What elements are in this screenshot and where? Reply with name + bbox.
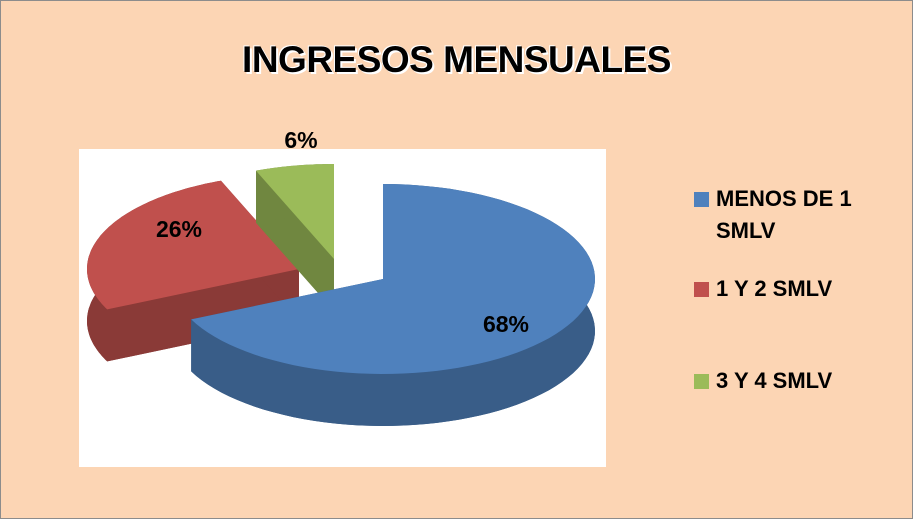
- chart-title: INGRESOS MENSUALES: [242, 39, 671, 80]
- data-label: 6%: [284, 127, 317, 153]
- legend-swatch: [694, 374, 709, 389]
- slice: [256, 164, 334, 259]
- legend-item: MENOS DE 1 SMLV: [694, 183, 904, 247]
- legend-label: 3 Y 4 SMLV: [716, 368, 833, 393]
- legend-label: 1 Y 2 SMLV: [716, 276, 833, 301]
- legend-item: 3 Y 4 SMLV: [694, 365, 904, 397]
- legend-swatch: [694, 192, 709, 207]
- data-label: 68%: [483, 311, 529, 337]
- slice-side: [107, 269, 299, 362]
- legend-label: MENOS DE 1 SMLV: [716, 186, 852, 243]
- data-label: 26%: [156, 216, 202, 242]
- slice: [191, 184, 595, 374]
- slice: [87, 180, 299, 310]
- legend-swatch: [694, 282, 709, 297]
- legend-item: 1 Y 2 SMLV: [694, 273, 904, 305]
- slices: [87, 164, 595, 426]
